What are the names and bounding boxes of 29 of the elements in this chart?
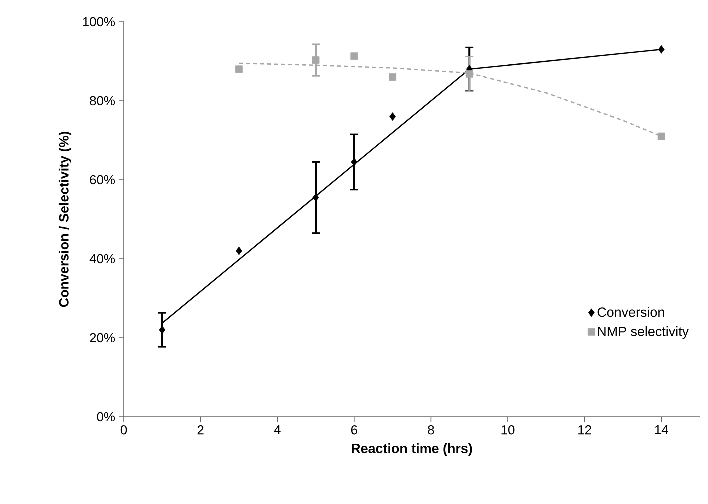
- x-tick-label: 2: [198, 426, 204, 435]
- point: [351, 158, 358, 166]
- x-tick-label: 14: [655, 426, 668, 434]
- y-tick-label: 20%: [90, 333, 116, 343]
- point: [350, 52, 358, 60]
- x-tick-label: 0: [120, 426, 128, 435]
- point: [159, 326, 166, 334]
- y-tick-label: 80%: [90, 96, 116, 106]
- point: [466, 70, 474, 78]
- point: [658, 45, 665, 54]
- x-tick-label: 4: [274, 426, 281, 434]
- y-tick-label: 40%: [90, 254, 116, 264]
- point: [312, 56, 320, 64]
- point: [236, 66, 243, 74]
- x-tick-label: 6: [351, 426, 358, 435]
- x-axis-title: Reaction time (hrs): [352, 444, 472, 456]
- legend-label: NMP selectivity: [598, 326, 690, 340]
- point: [390, 112, 396, 121]
- x-tick-label: 10: [502, 426, 515, 435]
- y-axis-title: Conversion / Selectivity (%): [58, 132, 72, 308]
- y-tick-label: 60%: [90, 175, 116, 185]
- point: [236, 246, 242, 256]
- x-tick-label: 8: [428, 426, 434, 435]
- x-tick-label: 12: [578, 426, 592, 435]
- y-tick-label: 100%: [83, 17, 116, 27]
- point: [658, 132, 666, 140]
- point: [389, 74, 397, 81]
- legend-label: Conversion: [598, 307, 664, 318]
- y-tick-label: 0%: [97, 412, 116, 422]
